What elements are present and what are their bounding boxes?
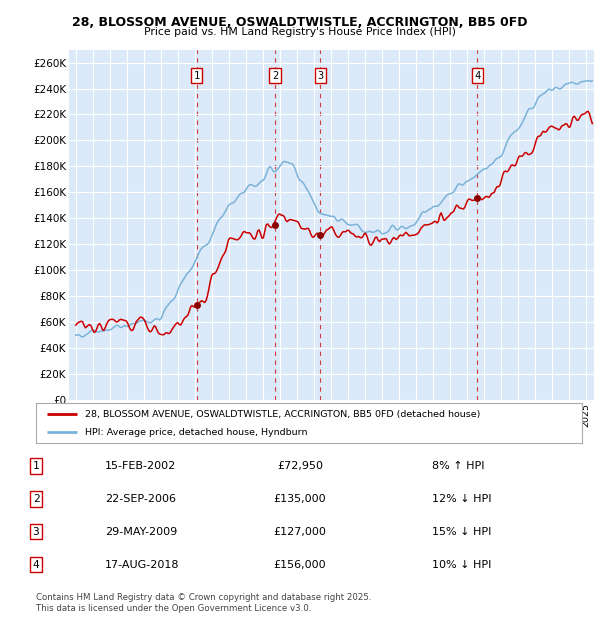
Text: 28, BLOSSOM AVENUE, OSWALDTWISTLE, ACCRINGTON, BB5 0FD (detached house): 28, BLOSSOM AVENUE, OSWALDTWISTLE, ACCRI… [85,410,481,418]
Text: £156,000: £156,000 [274,559,326,570]
Text: 17-AUG-2018: 17-AUG-2018 [105,559,179,570]
Text: £127,000: £127,000 [274,526,326,537]
Text: 3: 3 [32,526,40,537]
Text: 10% ↓ HPI: 10% ↓ HPI [432,559,491,570]
Text: 15-FEB-2002: 15-FEB-2002 [105,461,176,471]
Text: 2: 2 [32,494,40,504]
Text: 22-SEP-2006: 22-SEP-2006 [105,494,176,504]
Text: 3: 3 [317,71,323,81]
Text: 4: 4 [474,71,481,81]
Text: 2: 2 [272,71,278,81]
Text: Price paid vs. HM Land Registry's House Price Index (HPI): Price paid vs. HM Land Registry's House … [144,27,456,37]
Text: Contains HM Land Registry data © Crown copyright and database right 2025.
This d: Contains HM Land Registry data © Crown c… [36,593,371,613]
Text: 12% ↓ HPI: 12% ↓ HPI [432,494,491,504]
Text: 4: 4 [32,559,40,570]
Text: 28, BLOSSOM AVENUE, OSWALDTWISTLE, ACCRINGTON, BB5 0FD: 28, BLOSSOM AVENUE, OSWALDTWISTLE, ACCRI… [72,16,528,29]
Text: £72,950: £72,950 [277,461,323,471]
Text: £135,000: £135,000 [274,494,326,504]
Text: 15% ↓ HPI: 15% ↓ HPI [432,526,491,537]
Text: 29-MAY-2009: 29-MAY-2009 [105,526,177,537]
Text: 8% ↑ HPI: 8% ↑ HPI [432,461,485,471]
Text: 1: 1 [194,71,200,81]
Text: 1: 1 [32,461,40,471]
Text: HPI: Average price, detached house, Hyndburn: HPI: Average price, detached house, Hynd… [85,428,308,436]
